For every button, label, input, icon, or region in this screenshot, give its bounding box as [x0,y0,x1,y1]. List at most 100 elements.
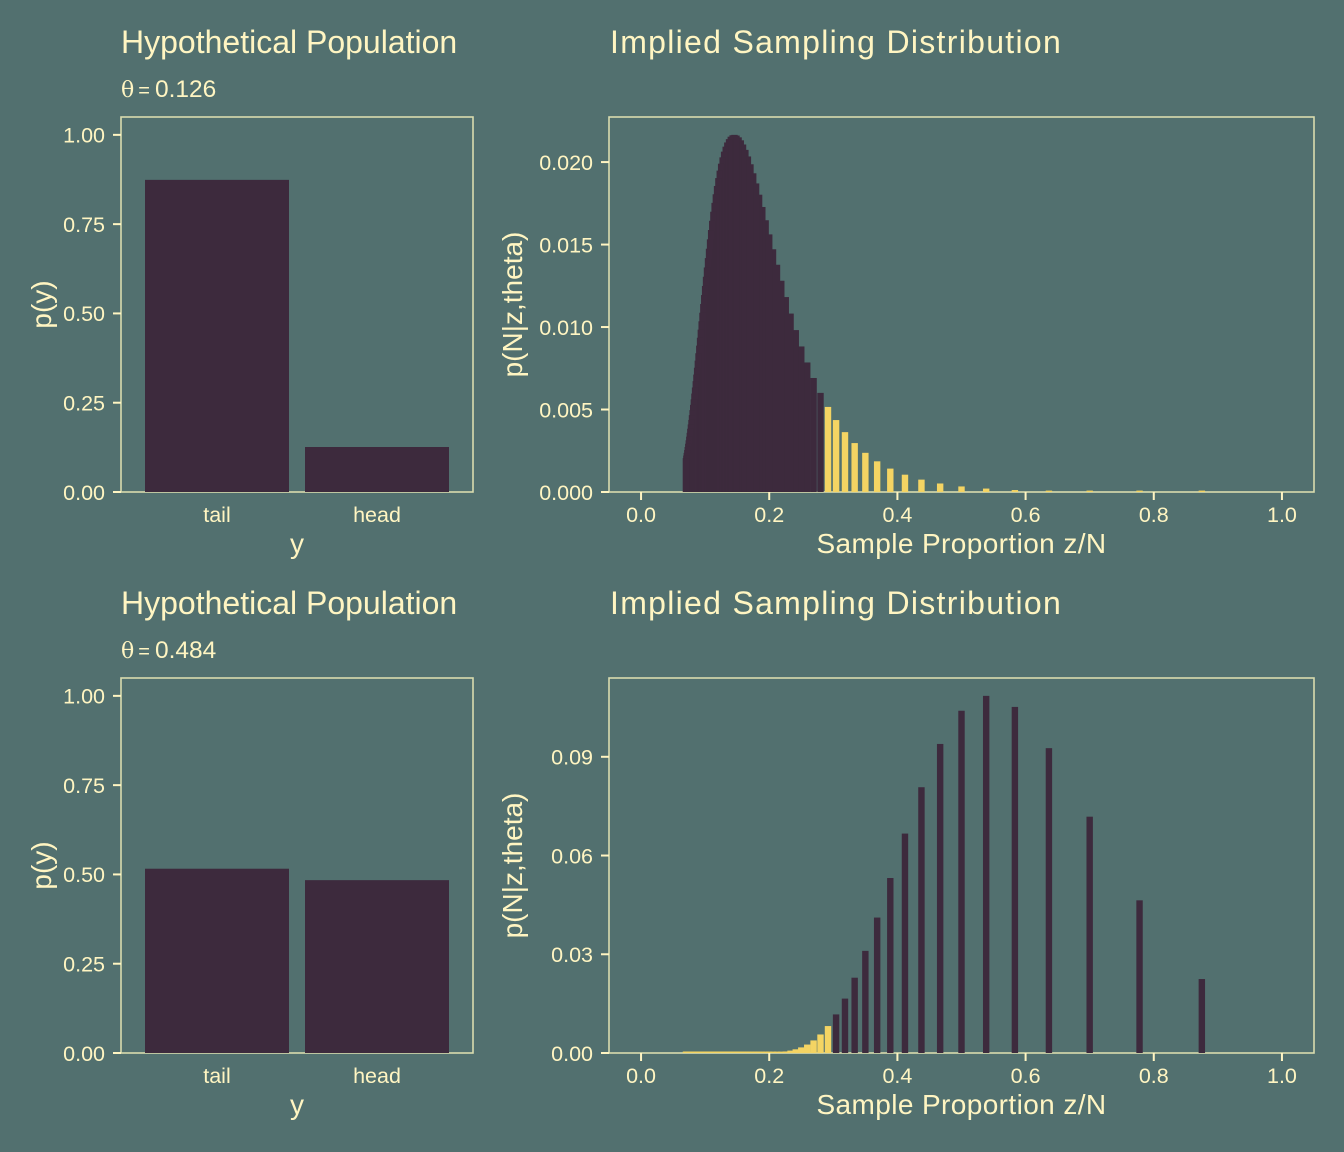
panel-border [120,116,474,493]
subtitle-value: 0.126 [155,76,216,103]
highlighted-bar [887,468,894,492]
sampling-bar [862,950,869,1053]
bar-head [305,880,449,1053]
highlighted-bar [766,1051,773,1053]
population-panel-top: Hypothetical Population θ = 0.126 0.00 0.25 0.… [26,24,474,559]
population-panel-bottom: Hypothetical Population θ = 0.484 0.00 0.25 0.… [26,585,474,1120]
y-tick-label: 0.010 [539,316,593,340]
highlighted-bar [901,474,909,492]
x-category-label: tail [203,1064,230,1088]
highlighted-bar [936,483,944,492]
sampling-bar [1198,979,1206,1053]
chart-title: Implied Sampling Distribution [610,24,1062,60]
y-tick-label: 0.75 [63,774,105,798]
y-tick-label: 0.00 [551,1042,593,1066]
y-tick-label: 0.09 [551,746,593,770]
subtitle-value: 0.484 [155,637,216,664]
highlighted-bar [798,1047,805,1053]
sampling-bar [817,392,824,492]
sampling-bar [1136,900,1143,1053]
sampling-bar [810,377,817,492]
highlighted-bar [824,1026,832,1053]
sampling-bar [682,458,690,492]
highlighted-bar [769,1051,777,1053]
highlighted-bar [817,1034,824,1053]
highlighted-bar [1045,490,1053,492]
sampling-bar [778,280,785,492]
highlighted-bar [873,461,881,492]
highlighted-bar [787,1050,794,1053]
y-tick-label: 0.005 [539,398,593,422]
highlighted-bar [810,1040,817,1053]
y-axis-title: p(y) [26,841,57,889]
highlighted-bar [1011,490,1019,492]
x-tick-label: 0.0 [626,1064,656,1088]
highlighted-bar [958,486,965,492]
bar-tail [145,179,289,492]
bar-tail [145,868,289,1053]
sampling-bar [804,362,811,492]
highlighted-bar [824,406,832,492]
highlighted-bar [832,420,840,492]
y-tick-label: 0.06 [551,844,593,868]
bars [682,695,1206,1053]
bars [682,134,1206,493]
x-tick-label: 0.4 [882,1064,912,1088]
sampling-bar [1045,748,1053,1053]
highlighted-bar [792,1049,799,1053]
highlighted-bar [804,1044,811,1053]
x-tick-label: 0.8 [1139,503,1169,527]
highlighted-bar [762,1051,769,1053]
sampling-bar [762,220,769,492]
sampling-bar [887,878,894,1053]
x-tick-label: 0.4 [882,503,912,527]
chart-title: Hypothetical Population [121,585,457,621]
highlighted-bar [841,432,849,492]
y-tick-label: 1.00 [63,685,105,709]
y-axis-title: p(N|z,theta) [497,793,528,939]
sampling-bar [873,917,881,1053]
sampling-bar [918,787,925,1053]
x-category-label: tail [203,503,230,527]
highlighted-bar [918,479,925,492]
y-tick-label: 0.00 [63,481,105,505]
x-tick-label: 1.0 [1267,1064,1297,1088]
sampling-bar [798,346,805,492]
x-axis-title: y [290,528,304,559]
y-tick-label: 0.50 [63,302,105,326]
theta-symbol: θ [121,78,134,103]
x-tick-label: 0.0 [626,503,656,527]
highlighted-bar [1086,490,1093,492]
chart-title: Implied Sampling Distribution [610,585,1062,621]
x-tick-label: 0.6 [1011,503,1041,527]
sampling-bar [769,249,777,492]
y-axis-title: p(y) [26,280,57,328]
subtitle-relation: = [138,641,150,663]
sampling-bar [982,695,990,1053]
chart-title: Hypothetical Population [121,24,457,60]
highlighted-bar [778,1051,785,1053]
sampling-bar [766,234,773,492]
sampling-bar [832,1014,840,1053]
sampling-bar [1086,816,1093,1053]
sampling-bar [773,264,781,492]
x-tick-label: 0.2 [754,503,784,527]
sampling-bar [936,743,944,1053]
y-tick-label: 0.00 [63,1042,105,1066]
theta-symbol: θ [121,639,134,664]
y-tick-label: 0.015 [539,233,593,257]
y-tick-label: 0.50 [63,863,105,887]
bars [145,179,449,492]
sampling-panel-bottom: Implied Sampling Distribution 0.00 0.03 0.0… [497,585,1315,1120]
sampling-bar [841,998,849,1053]
y-tick-label: 1.00 [63,124,105,148]
y-tick-label: 0.03 [551,943,593,967]
y-tick-label: 0.25 [63,953,105,977]
highlighted-bar [862,452,869,492]
y-tick-label: 0.75 [63,213,105,237]
highlighted-bar [782,1051,789,1053]
sampling-bar [1011,706,1019,1053]
bars [145,868,449,1053]
